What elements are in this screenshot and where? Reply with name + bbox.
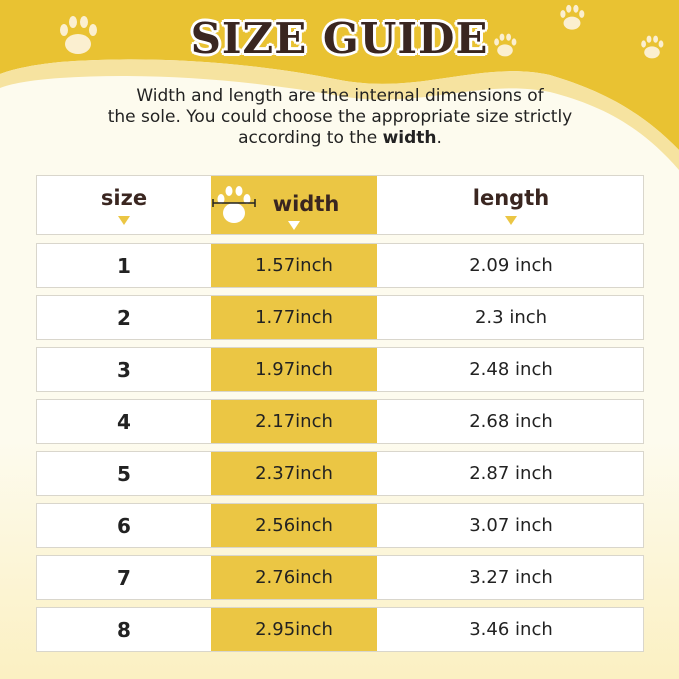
description-line: Width and length are the internal dimens… xyxy=(136,86,544,106)
size-cell: 5 xyxy=(117,461,131,486)
description-text: . xyxy=(436,128,442,148)
size-cell: 7 xyxy=(117,565,131,590)
width-cell: 2.95inch xyxy=(211,608,377,651)
description-line: according to the width. xyxy=(90,128,590,149)
size-cell: 4 xyxy=(117,409,131,434)
table-row: 1 1.57inch 2.09 inch xyxy=(36,243,644,288)
paw-icon xyxy=(60,16,97,54)
size-cell: 3 xyxy=(117,357,131,382)
table-row: 4 2.17inch 2.68 inch xyxy=(36,399,644,444)
header-label: size xyxy=(100,185,148,210)
width-cell: 2.17inch xyxy=(211,400,377,443)
header-size: size xyxy=(37,176,211,234)
header-label: width xyxy=(272,191,340,216)
width-cell: 1.77inch xyxy=(211,296,377,339)
table-header: size width length xyxy=(36,175,644,235)
width-cell: 1.97inch xyxy=(211,348,377,391)
length-cell: 2.09 inch xyxy=(469,255,553,276)
paw-icon xyxy=(560,4,585,30)
triangle-down-icon xyxy=(118,215,130,225)
width-cell: 2.37inch xyxy=(211,452,377,495)
page-title: SIZE GUIDE xyxy=(190,14,489,63)
table-row: 5 2.37inch 2.87 inch xyxy=(36,451,644,496)
size-cell: 2 xyxy=(117,305,131,330)
header-background xyxy=(0,0,679,170)
length-cell: 3.46 inch xyxy=(469,619,553,640)
header-label: length xyxy=(472,185,550,210)
paw-icon xyxy=(494,33,517,57)
table-row: 6 2.56inch 3.07 inch xyxy=(36,503,644,548)
paw-icon xyxy=(641,35,664,59)
table-row: 2 1.77inch 2.3 inch xyxy=(36,295,644,340)
size-cell: 8 xyxy=(117,617,131,642)
paw-measure-icon xyxy=(211,185,256,223)
header-width: width xyxy=(211,176,377,234)
description: Width and length are the internal dimens… xyxy=(90,86,590,149)
triangle-down-icon xyxy=(288,220,300,230)
length-cell: 3.07 inch xyxy=(469,515,553,536)
width-cell: 1.57inch xyxy=(211,244,377,287)
length-cell: 2.3 inch xyxy=(474,307,548,328)
table-row: 7 2.76inch 3.27 inch xyxy=(36,555,644,600)
description-bold: width xyxy=(382,128,437,148)
description-text: according to the xyxy=(238,128,383,148)
length-cell: 3.27 inch xyxy=(469,567,553,588)
description-line: the sole. You could choose the appropria… xyxy=(107,107,573,127)
length-cell: 2.68 inch xyxy=(469,411,553,432)
width-cell: 2.56inch xyxy=(211,504,377,547)
triangle-down-icon xyxy=(505,215,517,225)
size-cell: 6 xyxy=(117,513,131,538)
size-cell: 1 xyxy=(117,253,131,278)
width-cell: 2.76inch xyxy=(211,556,377,599)
table-row: 8 2.95inch 3.46 inch xyxy=(36,607,644,652)
paw-print-icons xyxy=(60,4,664,59)
header-length: length xyxy=(377,176,645,234)
length-cell: 2.87 inch xyxy=(469,463,553,484)
table-row: 3 1.97inch 2.48 inch xyxy=(36,347,644,392)
length-cell: 2.48 inch xyxy=(469,359,553,380)
